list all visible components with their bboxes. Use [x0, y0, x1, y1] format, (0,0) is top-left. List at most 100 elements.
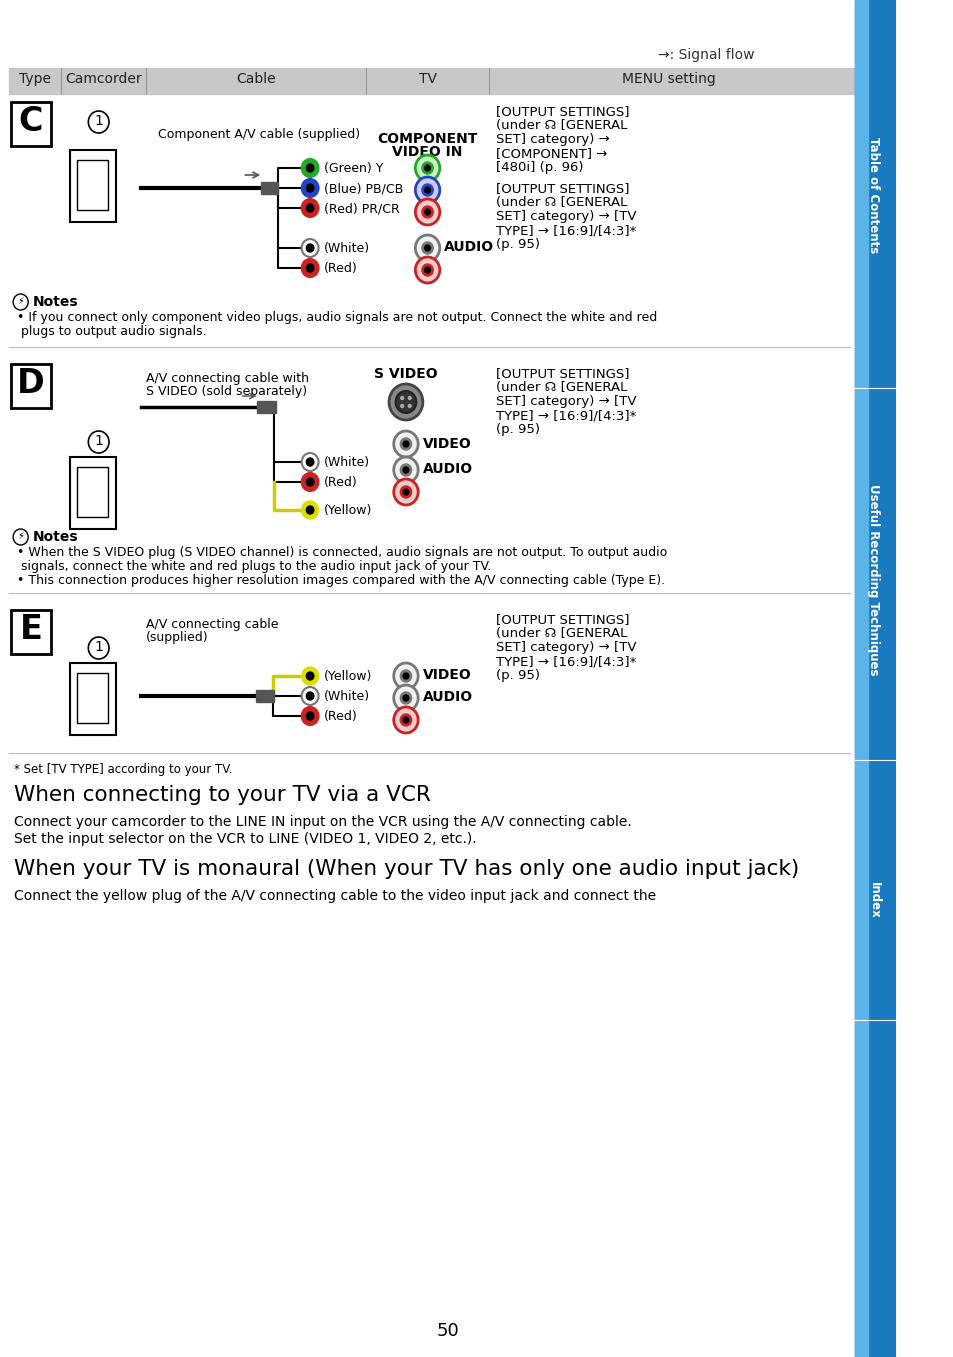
Text: When your TV is monaural (When your TV has only one audio input jack): When your TV is monaural (When your TV h…	[14, 859, 799, 879]
Circle shape	[403, 673, 408, 678]
Circle shape	[408, 404, 411, 407]
Bar	[71, 151, 115, 223]
Circle shape	[400, 486, 411, 498]
Circle shape	[400, 396, 403, 399]
Circle shape	[415, 176, 439, 204]
Circle shape	[301, 501, 318, 518]
Circle shape	[89, 432, 109, 453]
Text: [OUTPUT SETTINGS]: [OUTPUT SETTINGS]	[496, 366, 629, 380]
Circle shape	[301, 159, 318, 176]
Text: * Set [TV TYPE] according to your TV.: * Set [TV TYPE] according to your TV.	[14, 763, 233, 776]
Text: S VIDEO: S VIDEO	[374, 366, 437, 381]
Text: 1: 1	[94, 641, 103, 654]
Text: E: E	[20, 613, 42, 646]
Text: TYPE] → [16:9]/[4:3]*: TYPE] → [16:9]/[4:3]*	[496, 224, 636, 237]
Text: (p. 95): (p. 95)	[496, 669, 539, 683]
Circle shape	[403, 441, 408, 446]
Text: (supplied): (supplied)	[146, 631, 208, 645]
Circle shape	[421, 185, 433, 195]
Text: plugs to output audio signals.: plugs to output audio signals.	[21, 324, 206, 338]
Bar	[77, 467, 108, 517]
Bar	[854, 0, 896, 1357]
Text: Camcorder: Camcorder	[65, 72, 142, 85]
Text: SET] category) → [TV: SET] category) → [TV	[496, 210, 636, 223]
Text: [480i] (p. 96): [480i] (p. 96)	[496, 161, 583, 174]
Circle shape	[389, 384, 422, 421]
Text: [OUTPUT SETTINGS]: [OUTPUT SETTINGS]	[496, 613, 629, 626]
Text: COMPONENT: COMPONENT	[377, 132, 477, 147]
Circle shape	[421, 242, 433, 254]
Circle shape	[301, 707, 318, 725]
Circle shape	[306, 692, 314, 700]
Text: (p. 95): (p. 95)	[496, 423, 539, 436]
Circle shape	[415, 235, 439, 261]
Circle shape	[306, 204, 314, 212]
Text: TV: TV	[418, 72, 436, 85]
Text: 1: 1	[94, 434, 103, 448]
Text: (under ☊ [GENERAL: (under ☊ [GENERAL	[496, 195, 627, 209]
Bar	[255, 689, 274, 702]
Text: SET] category) → [TV: SET] category) → [TV	[496, 395, 636, 408]
Bar	[257, 402, 276, 413]
Text: TYPE] → [16:9]/[4:3]*: TYPE] → [16:9]/[4:3]*	[496, 655, 636, 668]
Text: (Red) PR/CR: (Red) PR/CR	[324, 202, 399, 214]
Circle shape	[301, 199, 318, 217]
Text: Notes: Notes	[32, 531, 78, 544]
Text: [COMPONENT] →: [COMPONENT] →	[496, 147, 607, 160]
Text: (White): (White)	[324, 456, 370, 470]
Text: (Yellow): (Yellow)	[324, 503, 373, 517]
Text: SET] category) →: SET] category) →	[496, 133, 609, 147]
Text: Set the input selector on the VCR to LINE (VIDEO 1, VIDEO 2, etc.).: Set the input selector on the VCR to LIN…	[14, 832, 476, 845]
Text: Notes: Notes	[32, 294, 78, 309]
Text: Index: Index	[866, 882, 880, 919]
Circle shape	[403, 467, 408, 474]
Circle shape	[424, 187, 430, 193]
Circle shape	[306, 459, 314, 465]
Bar	[77, 673, 108, 723]
Circle shape	[403, 716, 408, 723]
Circle shape	[394, 664, 417, 689]
Text: ⚡: ⚡	[17, 296, 24, 305]
Bar	[11, 102, 51, 147]
Text: Connect the yellow plug of the A/V connecting cable to the video input jack and : Connect the yellow plug of the A/V conne…	[14, 889, 656, 902]
Circle shape	[400, 438, 411, 451]
Circle shape	[306, 185, 314, 191]
Circle shape	[400, 464, 411, 476]
Bar	[71, 457, 115, 529]
Text: Cable: Cable	[235, 72, 275, 85]
Text: AUDIO: AUDIO	[422, 689, 473, 704]
Circle shape	[301, 474, 318, 491]
Circle shape	[306, 265, 314, 271]
Circle shape	[394, 479, 417, 505]
Circle shape	[301, 179, 318, 197]
Text: When connecting to your TV via a VCR: When connecting to your TV via a VCR	[14, 784, 431, 805]
Text: (Green) Y: (Green) Y	[324, 161, 383, 175]
Circle shape	[13, 294, 29, 309]
Text: →: Signal flow: →: Signal flow	[658, 47, 754, 62]
Text: C: C	[19, 104, 43, 138]
Circle shape	[403, 489, 408, 495]
Text: [OUTPUT SETTINGS]: [OUTPUT SETTINGS]	[496, 182, 629, 195]
Text: (Yellow): (Yellow)	[324, 670, 373, 683]
Circle shape	[301, 239, 318, 256]
Text: (White): (White)	[324, 242, 370, 255]
Text: SET] category) → [TV: SET] category) → [TV	[496, 641, 636, 654]
Circle shape	[424, 246, 430, 251]
Circle shape	[301, 259, 318, 277]
Circle shape	[400, 404, 403, 407]
Circle shape	[394, 707, 417, 733]
Circle shape	[306, 164, 314, 172]
Circle shape	[306, 244, 314, 252]
Text: Useful Recording Techniques: Useful Recording Techniques	[866, 484, 880, 676]
Text: A/V connecting cable with: A/V connecting cable with	[146, 372, 309, 385]
Text: AUDIO: AUDIO	[443, 240, 493, 254]
Circle shape	[415, 256, 439, 284]
Circle shape	[424, 267, 430, 273]
Circle shape	[400, 714, 411, 726]
Text: VIDEO IN: VIDEO IN	[392, 145, 462, 159]
Text: A/V connecting cable: A/V connecting cable	[146, 617, 278, 631]
Text: • When the S VIDEO plug (S VIDEO channel) is connected, audio signals are not ou: • When the S VIDEO plug (S VIDEO channel…	[17, 546, 666, 559]
Text: TYPE] → [16:9]/[4:3]*: TYPE] → [16:9]/[4:3]*	[496, 408, 636, 422]
Bar	[261, 182, 278, 194]
Circle shape	[400, 692, 411, 704]
